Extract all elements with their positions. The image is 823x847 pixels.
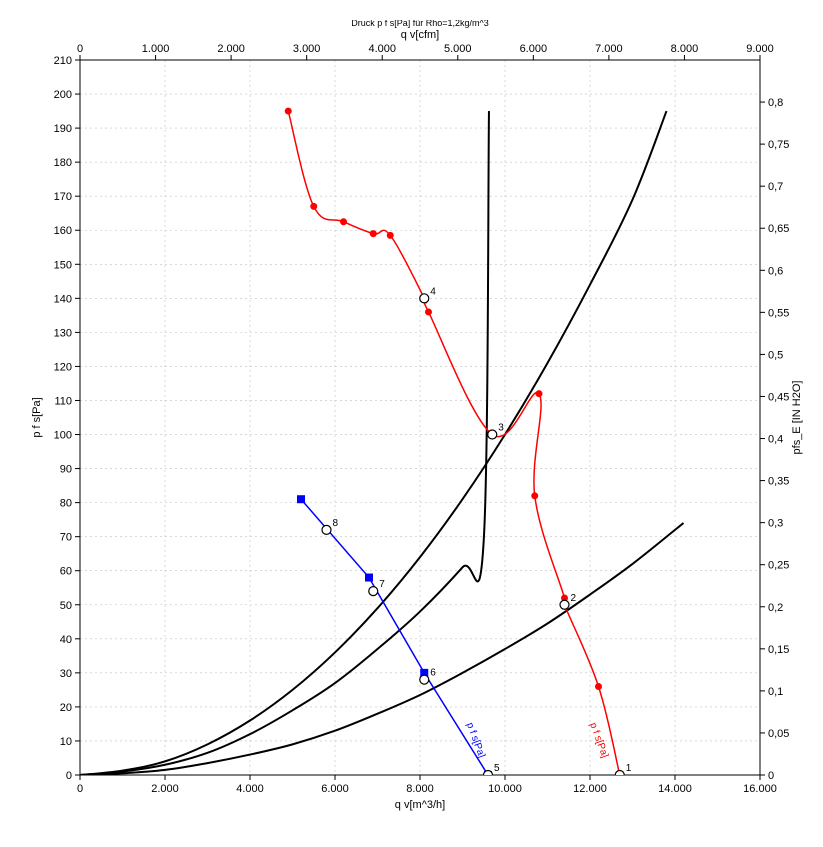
operating-point-7 (369, 587, 378, 596)
y-right-tick: 0 (768, 770, 774, 782)
x-bottom-tick: 10.000 (488, 783, 522, 795)
y-right-tick: 0,5 (768, 349, 783, 361)
operating-point-label-7: 7 (379, 579, 385, 590)
operating-point-6 (420, 675, 429, 684)
y-right-tick: 0,4 (768, 434, 783, 446)
x-bottom-tick: 12.000 (573, 783, 607, 795)
y-left-tick: 20 (60, 702, 72, 714)
red-series-marker (531, 492, 538, 499)
x-top-tick: 7.000 (595, 43, 623, 55)
operating-point-8 (322, 525, 331, 534)
chart-svg: 02.0004.0006.0008.00010.00012.00014.0001… (20, 20, 803, 827)
x-bottom-tick: 4.000 (236, 783, 264, 795)
y-right-tick: 0,15 (768, 644, 789, 656)
y-right-tick: 0,8 (768, 97, 783, 109)
x-top-tick: 5.000 (444, 43, 472, 55)
y-left-tick: 30 (60, 668, 72, 680)
y-left-tick: 100 (54, 430, 72, 442)
y-right-tick: 0,2 (768, 602, 783, 614)
x-top-tick: 2.000 (217, 43, 245, 55)
y-right-tick: 0,25 (768, 560, 789, 572)
operating-point-label-4: 4 (430, 286, 436, 297)
y-right-tick: 0,55 (768, 307, 789, 319)
y-right-tick: 0,35 (768, 476, 789, 488)
y-right-tick: 0,7 (768, 181, 783, 193)
y-right-tick: 0,3 (768, 518, 783, 530)
y-left-tick: 0 (66, 770, 72, 782)
x-bottom-tick: 2.000 (151, 783, 179, 795)
x-bottom-tick: 6.000 (321, 783, 349, 795)
y-left-tick: 170 (54, 191, 72, 203)
operating-point-label-5: 5 (494, 763, 500, 774)
red-series-marker (285, 108, 292, 115)
x-bottom-tick: 8.000 (406, 783, 434, 795)
x-top-tick: 4.000 (368, 43, 396, 55)
operating-point-4 (420, 294, 429, 303)
red-series-marker (595, 683, 602, 690)
y-right-tick: 0,65 (768, 223, 789, 235)
x-top-tick: 3.000 (293, 43, 321, 55)
operating-point-3 (488, 430, 497, 439)
operating-point-label-3: 3 (498, 423, 504, 434)
y-right-label: pfs_E [IN H2O] (791, 381, 803, 455)
red-series-marker (370, 230, 377, 237)
y-left-tick: 80 (60, 498, 72, 510)
red-series-marker (425, 308, 432, 315)
y-left-tick: 10 (60, 736, 72, 748)
operating-point-2 (560, 600, 569, 609)
y-left-tick: 120 (54, 361, 72, 373)
y-left-tick: 190 (54, 123, 72, 135)
y-right-tick: 0,1 (768, 686, 783, 698)
y-left-tick: 40 (60, 634, 72, 646)
y-right-tick: 0,6 (768, 265, 783, 277)
operating-point-label-1: 1 (626, 763, 632, 774)
x-bottom-tick: 0 (77, 783, 83, 795)
x-top-tick: 8.000 (671, 43, 699, 55)
x-top-tick: 6.000 (520, 43, 548, 55)
x-top-label: q v[cfm] (401, 29, 440, 41)
red-series-marker (387, 232, 394, 239)
y-left-tick: 180 (54, 157, 72, 169)
y-right-tick: 0,75 (768, 139, 789, 151)
y-left-tick: 110 (54, 395, 72, 407)
x-bottom-tick: 14.000 (658, 783, 692, 795)
x-bottom-tick: 16.000 (743, 783, 777, 795)
y-left-tick: 210 (54, 55, 72, 67)
red-series-marker (340, 218, 347, 225)
y-left-tick: 140 (54, 293, 72, 305)
operating-point-label-6: 6 (430, 668, 436, 679)
y-right-tick: 0,45 (768, 391, 789, 403)
x-bottom-label: q v[m^3/h] (395, 799, 445, 811)
y-right-tick: 0,05 (768, 728, 789, 740)
operating-point-label-2: 2 (571, 593, 577, 604)
blue-series-marker (365, 574, 373, 582)
x-top-tick: 0 (77, 43, 83, 55)
pressure-chart: 02.0004.0006.0008.00010.00012.00014.0001… (20, 20, 803, 827)
chart-title: Druck p f s[Pa] für Rho=1,2kg/m^3 (351, 20, 489, 28)
y-left-label: p f s[Pa] (31, 397, 43, 437)
y-left-tick: 160 (54, 225, 72, 237)
y-left-tick: 200 (54, 89, 72, 101)
red-series-marker (536, 390, 543, 397)
y-left-tick: 150 (54, 259, 72, 271)
blue-series-marker (297, 495, 305, 503)
y-left-tick: 70 (60, 532, 72, 544)
operating-point-label-8: 8 (333, 518, 339, 529)
y-left-tick: 60 (60, 566, 72, 578)
y-left-tick: 50 (60, 600, 72, 612)
y-left-tick: 130 (54, 327, 72, 339)
x-top-tick: 1.000 (142, 43, 170, 55)
y-left-tick: 90 (60, 464, 72, 476)
x-top-tick: 9.000 (746, 43, 774, 55)
red-series-marker (310, 203, 317, 210)
